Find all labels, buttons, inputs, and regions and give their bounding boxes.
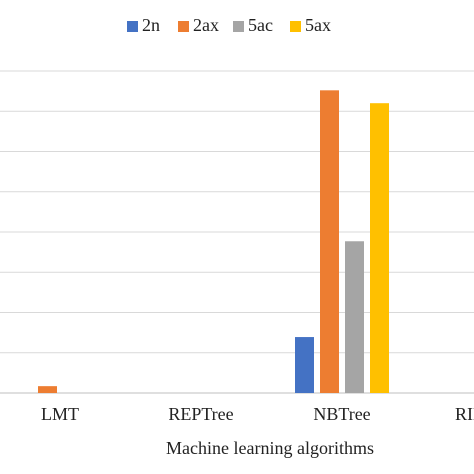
x-tick-label: NBTree: [313, 404, 370, 424]
legend-label: 2ax: [193, 15, 219, 35]
bar: [370, 103, 389, 393]
legend-swatch: [127, 21, 138, 32]
bar: [320, 90, 339, 393]
x-axis-title: Machine learning algorithms: [166, 438, 374, 458]
legend-label: 5ax: [305, 15, 331, 35]
legend-swatch: [233, 21, 244, 32]
legend-swatch: [290, 21, 301, 32]
x-tick-label: RIDOR: [455, 404, 474, 424]
legend-label: 5ac: [248, 15, 273, 35]
x-tick-label: LMT: [41, 404, 79, 424]
x-tick-label: REPTree: [168, 404, 233, 424]
legend-label: 2n: [142, 15, 160, 35]
bar: [295, 337, 314, 393]
bar: [345, 241, 364, 393]
bar: [38, 386, 57, 393]
legend-swatch: [178, 21, 189, 32]
